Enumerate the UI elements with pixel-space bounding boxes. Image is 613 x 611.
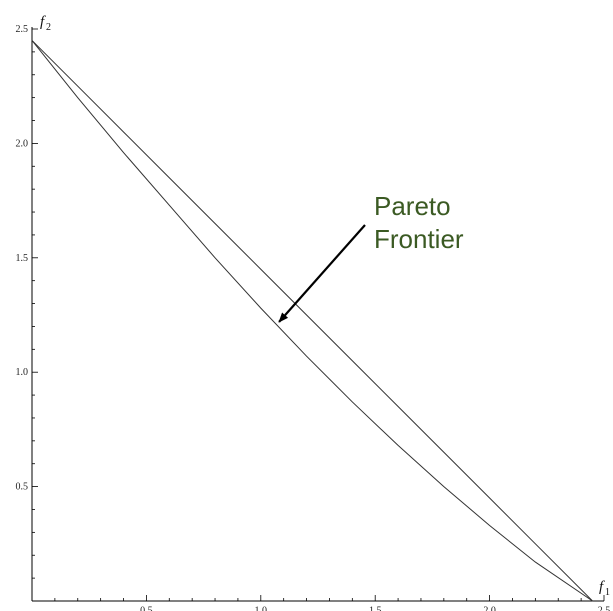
y-tick-label: 2.0 — [16, 138, 29, 149]
y-tick-label: 0.5 — [16, 482, 29, 493]
x-tick-label: 2.5 — [598, 605, 611, 611]
x-tick-label: 1.5 — [369, 605, 382, 611]
x-tick-label: 0.5 — [140, 605, 153, 611]
x-axis-label: f — [599, 579, 605, 595]
annotation-text-line: Pareto — [374, 191, 451, 221]
x-axis-label-subscript: 1 — [605, 587, 610, 598]
x-tick-label: 1.0 — [255, 605, 268, 611]
y-tick-label: 1.5 — [16, 253, 29, 264]
series-line-1 — [31, 40, 593, 602]
annotation-text-line: Frontier — [374, 224, 464, 254]
annotation-arrow — [278, 224, 366, 323]
y-axis-label-subscript: 2 — [46, 22, 51, 33]
y-tick-label: 2.5 — [16, 24, 29, 35]
x-tick-label: 2.0 — [483, 605, 496, 611]
y-tick-label: 1.0 — [16, 367, 29, 378]
series-line-2 — [31, 40, 593, 602]
y-axis-label: f — [40, 14, 46, 30]
